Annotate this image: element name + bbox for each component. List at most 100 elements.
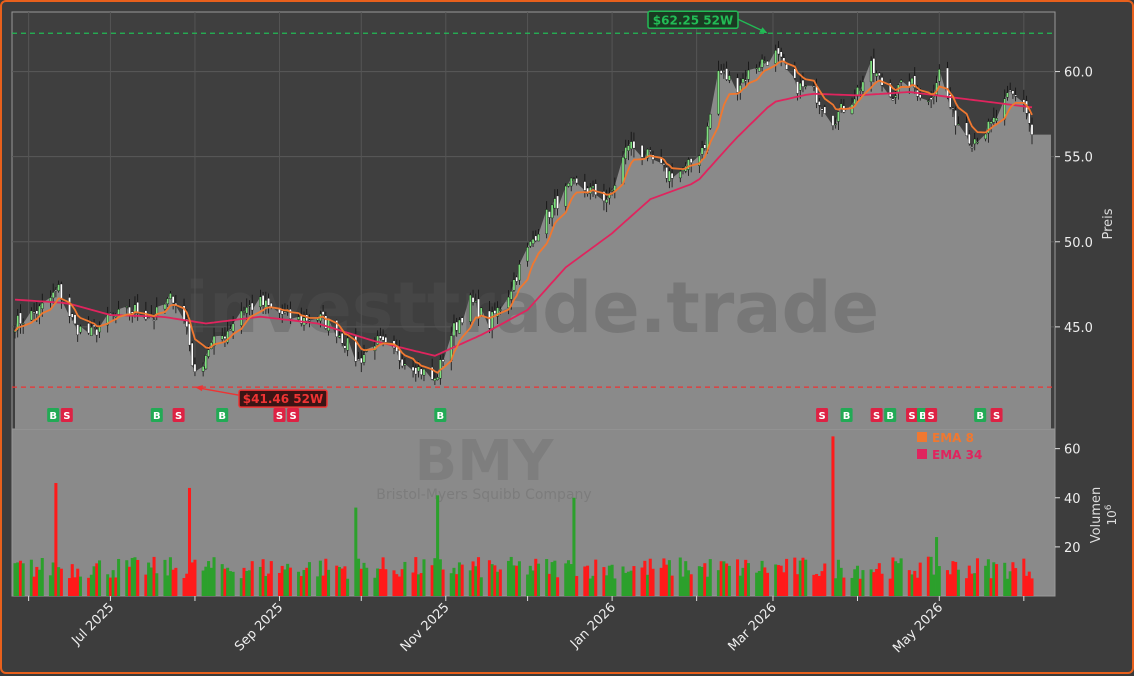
volume-bar [223, 568, 227, 596]
volume-bar [515, 565, 519, 596]
volume-bar [468, 570, 472, 596]
volume-bar [78, 576, 82, 596]
candle-body [95, 329, 99, 336]
volume-bar [670, 575, 674, 596]
volume-bar [231, 571, 235, 596]
volume-bar [872, 572, 876, 596]
candle-body [212, 336, 216, 347]
candle-body [231, 323, 235, 332]
candle-body [455, 321, 458, 331]
volume-bar [89, 574, 93, 596]
volume-bar [378, 568, 382, 596]
buy-signal: B [216, 408, 229, 422]
volume-bar [678, 557, 682, 596]
volume-bar [422, 559, 426, 596]
candle-body [668, 170, 671, 182]
candle-body [430, 367, 434, 380]
ema8-line [14, 60, 1033, 374]
signal-box [150, 408, 163, 422]
volume-bar [820, 571, 824, 596]
candle-body [117, 309, 120, 315]
volume-bar [875, 568, 879, 596]
volume-bar [621, 566, 625, 596]
volume-bar [441, 569, 445, 596]
volume-bar [1003, 562, 1007, 596]
volume-bar [956, 569, 960, 596]
volume-bar [651, 568, 655, 596]
volume-bar [1008, 571, 1012, 596]
volume-bar [403, 561, 407, 596]
candle-body [763, 61, 767, 63]
volume-bar [858, 578, 862, 596]
legend-label: EMA 34 [932, 448, 982, 462]
volume-bar [269, 561, 273, 596]
candle-body [30, 310, 33, 321]
candle-body [403, 363, 407, 366]
volume-bar [880, 573, 884, 596]
volume-bar [21, 563, 25, 596]
candle-body [891, 98, 895, 101]
candle-body [163, 303, 167, 310]
volume-bar [967, 565, 971, 596]
candle-body [493, 310, 497, 314]
candle-body [970, 146, 974, 149]
volume-bars [13, 436, 1034, 596]
candle-body [834, 123, 837, 126]
signal-box [273, 408, 286, 422]
volume-bar [602, 567, 606, 596]
volume-bar [337, 566, 341, 596]
volume-bar [774, 564, 778, 596]
candle-body [744, 79, 748, 82]
volume-bar [68, 578, 72, 596]
volume-bar [722, 561, 726, 596]
legend: EMA 8 EMA 34 [917, 431, 982, 462]
candle-body [987, 121, 990, 134]
volume-bar [937, 566, 941, 596]
candle-body [801, 79, 805, 87]
date-tick-label: May 2026 [890, 600, 946, 656]
volume-bar [547, 573, 551, 596]
volume-bar [419, 573, 423, 596]
volume-bar [117, 558, 121, 596]
candle-body [297, 316, 300, 320]
volume-bar [929, 556, 933, 596]
volume-bar [760, 560, 764, 596]
candle-body [308, 320, 311, 322]
volume-bar [853, 569, 857, 596]
volume-bar [185, 573, 189, 596]
volume-bar [340, 568, 344, 596]
volume-bar [907, 570, 911, 596]
volume-bar [815, 573, 819, 596]
volume-bar [648, 558, 652, 596]
volume-bar [951, 561, 955, 596]
signal-box [287, 408, 300, 422]
volume-bar [182, 577, 186, 596]
volume-bar [460, 564, 464, 596]
buy-signal: B [47, 408, 60, 422]
volume-bar [613, 578, 617, 596]
candle-body [608, 193, 611, 199]
volume-bar [321, 575, 325, 596]
volume-bar [16, 562, 20, 596]
signal-letter: S [908, 411, 915, 422]
candle-body [779, 51, 783, 58]
volume-bar [708, 559, 712, 596]
candle-body [785, 64, 788, 70]
candle-body [250, 302, 254, 311]
price-tick-label: 60.0 [1064, 66, 1093, 81]
volume-bar [70, 564, 74, 596]
candle-body [910, 77, 914, 85]
volume-bar [686, 570, 690, 596]
date-tick-label: Jan 2026 [567, 600, 619, 652]
candle-body [640, 145, 644, 158]
signal-box [974, 408, 987, 422]
candle-body [512, 279, 516, 291]
volume-axis-label: Volumen [1089, 487, 1104, 544]
candle-body [40, 302, 44, 309]
signal-letter: S [63, 411, 70, 422]
candle-body [417, 366, 420, 372]
volume-bar [763, 567, 767, 596]
candle-body [872, 58, 876, 74]
candle-body [572, 179, 576, 181]
candle-body [289, 308, 292, 319]
